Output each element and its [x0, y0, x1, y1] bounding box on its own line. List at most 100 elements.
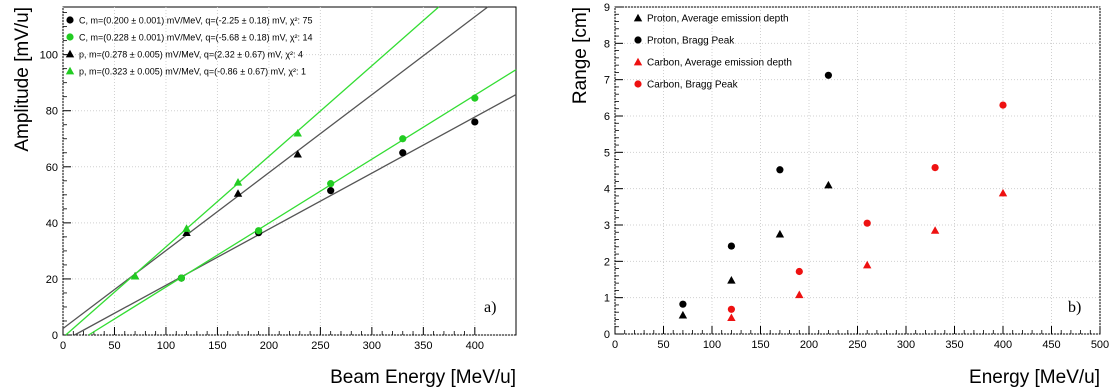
legend-marker: [65, 66, 75, 75]
amplitude-data-point: [177, 274, 185, 282]
panel-a-label: a): [484, 299, 496, 316]
range-data-point: [863, 219, 871, 227]
panel-b-label: b): [1068, 299, 1081, 316]
legend-marker: [633, 57, 643, 66]
range-data-point: [775, 229, 785, 238]
y-tick-label: 5: [604, 147, 610, 159]
range-data-point: [727, 305, 736, 313]
amplitude-data-point: [233, 189, 243, 197]
panel-a-y-axis-title: Amplitude [mV/u]: [12, 7, 33, 152]
panel-a-x-axis-title: Beam Energy [MeV/u]: [330, 367, 516, 388]
y-tick-label: 0: [604, 329, 610, 341]
amplitude-data-point: [327, 187, 335, 195]
amplitude-data-point: [130, 271, 140, 280]
range-data-point: [998, 188, 1008, 197]
y-tick-label: 3: [604, 220, 610, 232]
legend-entry-label: Carbon, Bragg Peak: [647, 80, 739, 91]
amplitude-data-point: [182, 228, 191, 237]
y-tick-label: 40: [46, 218, 58, 230]
x-tick-label: 250: [311, 340, 329, 352]
x-tick-label: 0: [612, 339, 618, 351]
range-data-point: [679, 300, 687, 308]
x-tick-label: 300: [897, 339, 915, 351]
fit-line: [65, 6, 440, 336]
panel-b-range-vs-energy: 0 50 100 150 200 250 300 350 400 450 500 0 1 2 3 4 5 6 7 8 9…: [570, 2, 1109, 388]
x-tick-label: 250: [848, 339, 866, 351]
panel-b-grid: [614, 6, 1101, 335]
y-tick-label: 4: [604, 184, 610, 196]
x-tick-label: 150: [751, 339, 769, 351]
range-data-point: [824, 71, 833, 79]
panel-b-legend: Proton, Average emission depth Proton, Br…: [633, 13, 792, 91]
y-tick-label: 1: [604, 293, 610, 305]
amplitude-data-point: [471, 94, 479, 102]
y-tick-label: 60: [46, 162, 58, 174]
range-data-point: [727, 276, 736, 284]
amplitude-data-point: [399, 135, 407, 143]
y-tick-label: 6: [604, 111, 610, 123]
y-tick-label: 100: [40, 50, 58, 62]
panel-b-x-axis-title: Energy [MeV/u]: [969, 367, 1100, 388]
y-tick-label: 20: [46, 274, 58, 286]
legend-marker: [66, 16, 74, 24]
x-tick-label: 350: [414, 340, 432, 352]
legend-marker: [66, 33, 74, 41]
legend-entry-label: C, m=(0.228 ± 0.001) mV/MeV, q=(-5.68 ± …: [79, 33, 313, 43]
range-data-point: [930, 226, 940, 234]
fit-line: [88, 69, 517, 336]
range-data-point: [727, 313, 736, 322]
range-data-point: [931, 163, 939, 172]
legend-entry-label: C, m=(0.200 ± 0.001) mV/MeV, q=(-2.25 ± …: [79, 16, 313, 26]
y-tick-label: 0: [52, 330, 58, 342]
x-tick-label: 100: [157, 340, 175, 352]
x-tick-label: 100: [703, 339, 721, 351]
x-tick-label: 0: [60, 340, 66, 352]
amplitude-data-point: [182, 224, 191, 232]
x-tick-label: 50: [108, 340, 120, 352]
range-data-point: [795, 267, 803, 276]
legend-entry-label: p, m=(0.323 ± 0.005) mV/MeV, q=(-0.86 ± …: [79, 67, 306, 77]
panel-a-amplitude-vs-energy: 0 50 100 150 200 250 300 350 400 0 20 40 60 80 100 C, …: [12, 6, 517, 388]
x-tick-label: 200: [800, 339, 818, 351]
fit-line: [74, 94, 517, 336]
amplitude-data-point: [399, 149, 407, 157]
legend-entry-label: Proton, Bragg Peak: [647, 36, 735, 47]
y-tick-label: 9: [604, 2, 610, 14]
x-tick-label: 300: [363, 340, 381, 352]
panel-b-frame: [614, 6, 1101, 335]
x-tick-label: 500: [1091, 339, 1109, 351]
y-tick-label: 7: [604, 75, 610, 87]
panel-b-ticks: 0 50 100 150 200 250 300 350 400 450 500 0 1 2 3 4 5 6 7 8 9: [604, 2, 1109, 351]
amplitude-data-point: [255, 227, 263, 235]
y-tick-label: 80: [46, 106, 58, 118]
panel-b-y-axis-title: Range [cm]: [570, 7, 591, 104]
legend-entry-label: Proton, Average emission depth: [647, 14, 789, 25]
range-data-point: [795, 290, 804, 299]
range-data-point: [863, 260, 872, 269]
panel-a-data-points: [130, 94, 479, 282]
y-tick-label: 8: [604, 38, 610, 50]
x-tick-label: 400: [994, 339, 1012, 351]
x-tick-label: 200: [260, 340, 278, 352]
range-data-point: [776, 166, 784, 174]
legend-entry-label: p, m=(0.278 ± 0.005) mV/MeV, q=(2.32 ± 0…: [79, 50, 303, 60]
amplitude-data-point: [293, 149, 302, 158]
y-tick-label: 2: [604, 256, 610, 268]
x-tick-label: 350: [945, 339, 963, 351]
x-tick-label: 400: [466, 340, 484, 352]
panel-a-ticks: 0 50 100 150 200 250 300 350 400 0 20 40 60 80 100: [40, 12, 484, 352]
range-data-point: [999, 101, 1007, 109]
panel-b-data-points: [678, 71, 1008, 322]
x-tick-label: 150: [208, 340, 226, 352]
range-data-point: [727, 242, 736, 250]
legend-marker: [633, 13, 643, 22]
amplitude-data-point: [327, 180, 335, 188]
legend-marker: [634, 80, 642, 88]
range-data-point: [824, 180, 833, 189]
legend-marker: [65, 49, 75, 58]
range-data-point: [678, 310, 688, 319]
legend-marker: [634, 36, 642, 44]
x-tick-label: 50: [657, 339, 669, 351]
amplitude-data-point: [471, 118, 479, 126]
